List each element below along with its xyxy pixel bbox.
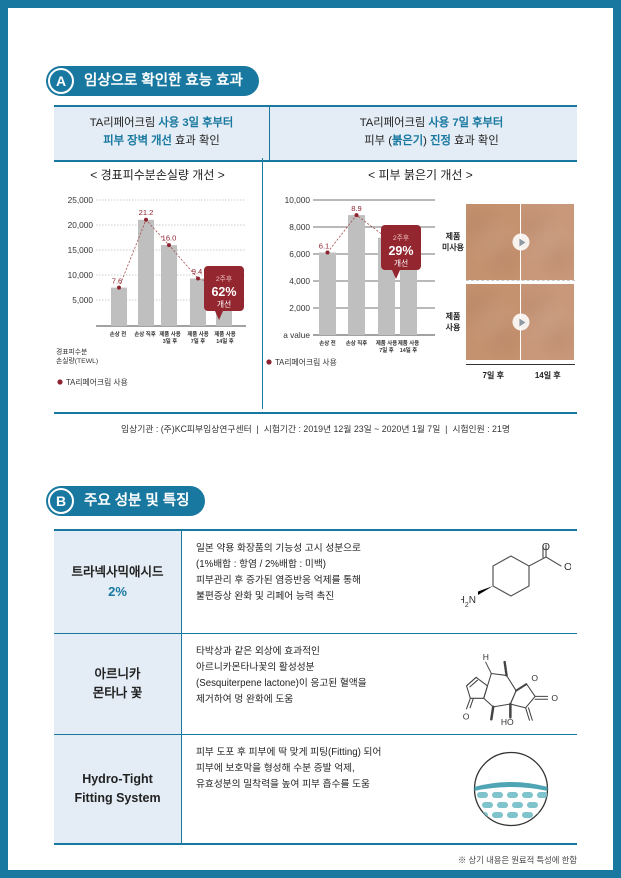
svg-text:29%: 29% [388, 244, 413, 258]
svg-text:O: O [551, 693, 558, 703]
svg-text:a value: a value [283, 330, 310, 340]
svg-text:HO: HO [501, 717, 514, 725]
svg-text:2주후: 2주후 [216, 275, 232, 283]
svg-text:16.0: 16.0 [162, 233, 177, 242]
svg-text:7일 후: 7일 후 [191, 337, 205, 345]
svg-text:4,000: 4,000 [289, 276, 310, 286]
svg-text:O: O [463, 711, 470, 721]
svg-text:손상 전: 손상 전 [110, 330, 126, 338]
svg-text:O: O [542, 542, 550, 553]
svg-text:9.4: 9.4 [192, 267, 203, 276]
svg-text:손상 전: 손상 전 [319, 339, 335, 347]
svg-text:8.9: 8.9 [351, 204, 362, 213]
svg-text:3일 후: 3일 후 [163, 337, 177, 345]
svg-text:6,000: 6,000 [289, 249, 310, 259]
svg-text:경표피수분: 경표피수분 [56, 347, 87, 356]
svg-text:7일 후: 7일 후 [379, 346, 393, 354]
svg-text:8,000: 8,000 [289, 222, 310, 232]
svg-text:25,000: 25,000 [68, 195, 94, 205]
svg-text:제품 사용: 제품 사용 [187, 330, 208, 338]
svg-text:2주후: 2주후 [393, 234, 409, 242]
svg-text:20,000: 20,000 [68, 220, 94, 230]
svg-text:62%: 62% [211, 285, 236, 299]
svg-text:손실량(TEWL): 손실량(TEWL) [56, 356, 98, 365]
svg-text:21.2: 21.2 [139, 208, 154, 217]
svg-text:손상 직후: 손상 직후 [346, 339, 367, 347]
svg-text:2,000: 2,000 [289, 303, 310, 313]
svg-text:제품 사용: 제품 사용 [214, 330, 235, 338]
svg-text:제품 사용: 제품 사용 [398, 339, 419, 347]
svg-text:14일 후: 14일 후 [400, 346, 417, 354]
svg-text:10,000: 10,000 [68, 270, 94, 280]
svg-text:개선: 개선 [394, 258, 408, 268]
svg-text:TA리페어크림 사용: TA리페어크림 사용 [66, 377, 128, 387]
svg-text:H: H [483, 652, 489, 662]
svg-text:손상 직후: 손상 직후 [134, 330, 155, 338]
svg-text:14일 후: 14일 후 [216, 337, 233, 345]
svg-text:10,000: 10,000 [285, 195, 311, 205]
svg-text:OH: OH [564, 561, 571, 573]
svg-text:6.1: 6.1 [319, 242, 330, 251]
svg-text:5,000: 5,000 [72, 295, 93, 305]
svg-text:15,000: 15,000 [68, 245, 94, 255]
svg-text:O: O [531, 673, 538, 683]
svg-text:제품 사용: 제품 사용 [159, 330, 180, 338]
svg-text:개선: 개선 [217, 299, 231, 309]
svg-text:7.6: 7.6 [112, 277, 123, 286]
svg-text:제품 사용: 제품 사용 [376, 339, 397, 347]
svg-text:H2N: H2N [461, 595, 476, 609]
svg-text:TA리페어크림 사용: TA리페어크림 사용 [275, 357, 337, 367]
